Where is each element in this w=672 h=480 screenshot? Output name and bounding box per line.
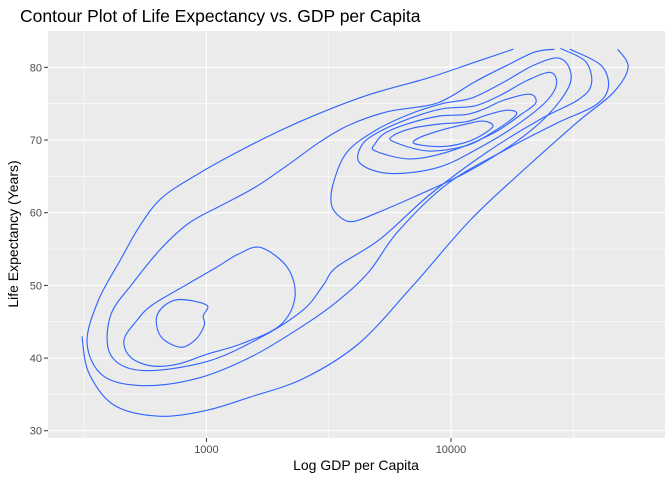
contour-line-2 [86,48,610,387]
contour-line-10 [123,246,296,367]
contour-line-3 [106,47,593,372]
chart-title: Contour Plot of Life Expectancy vs. GDP … [20,6,421,26]
contour-line-7 [389,109,518,152]
plot-panel [48,31,665,438]
contour-line-1 [81,48,629,417]
y-tick-label: 80 [30,62,42,74]
contour-line-4 [330,57,572,223]
y-tick-label: 60 [30,208,42,220]
y-tick-label: 70 [30,135,42,147]
x-axis-title: Log GDP per Capita [293,457,419,473]
x-tick-label: 1000 [194,444,218,456]
y-tick-label: 50 [30,280,42,292]
y-axis: 30 40 50 60 70 80 [30,62,48,438]
x-axis: 1000 10000 [194,438,466,456]
x-tick-label: 10000 [436,444,467,456]
y-axis-title: Life Expectancy (Years) [5,160,21,307]
contour-lines [81,47,629,417]
y-tick-label: 30 [30,426,42,438]
contour-line-9 [155,298,209,348]
contour-line-5 [357,71,558,175]
y-tick-label: 40 [30,353,42,365]
contour-line-8 [412,120,494,148]
